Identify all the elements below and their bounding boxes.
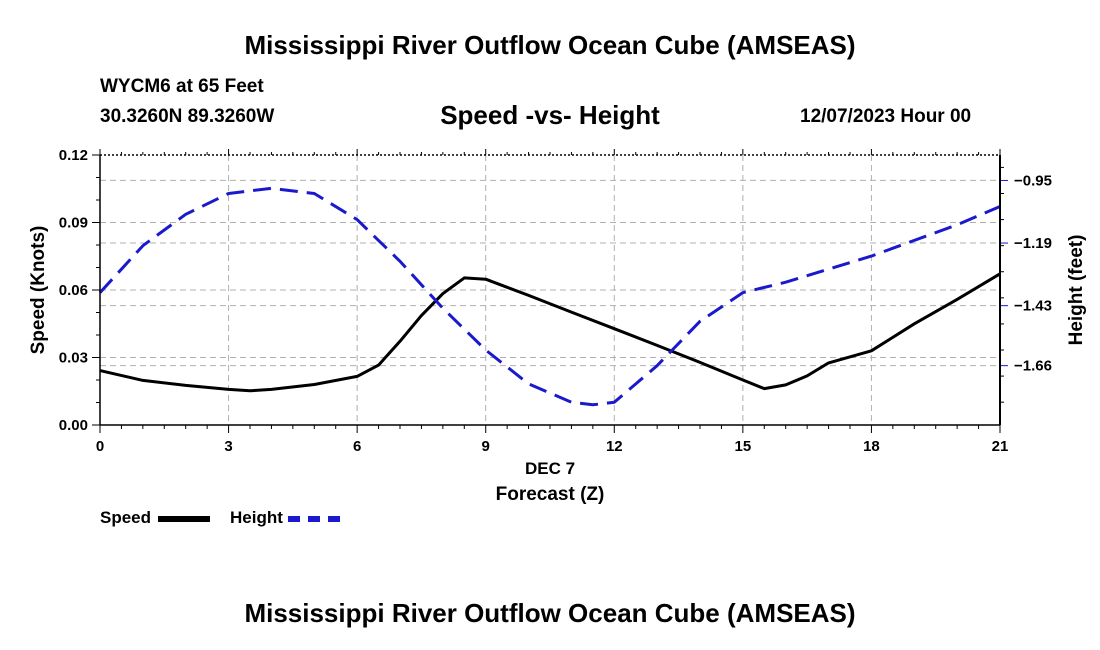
- y-tick-label: 0.09: [59, 215, 88, 232]
- footer-title: Mississippi River Outflow Ocean Cube (AM…: [244, 598, 856, 628]
- x-tick-label: 21: [992, 438, 1009, 455]
- x-tick-label: 3: [224, 438, 232, 455]
- y-tick-label: 0.00: [59, 417, 88, 434]
- legend-height: Height: [230, 508, 340, 528]
- y2-tick-label: −0.95: [1014, 172, 1052, 189]
- y2-tick-label: −1.19: [1014, 235, 1052, 252]
- legend-height-swatch: [287, 515, 340, 522]
- x-tick-label: 12: [606, 438, 623, 455]
- forecast-datetime: 12/07/2023 Hour 00: [800, 106, 972, 127]
- y2-axis-label: Height (feet): [1066, 235, 1087, 346]
- grid-layer: [100, 155, 1000, 425]
- legend-height-label: Height: [230, 508, 283, 527]
- height-series-line: [98, 186, 1001, 407]
- x-tick-label: 0: [96, 438, 104, 455]
- series-layer: [98, 186, 1001, 407]
- legend-speed-swatch: [157, 515, 210, 522]
- y-tick-label: 0.12: [59, 147, 88, 164]
- y-tick-label: 0.03: [59, 350, 88, 367]
- y-tick-label: 0.06: [59, 282, 88, 299]
- y2-tick-label: −1.43: [1014, 298, 1052, 315]
- x-tick-label: 15: [735, 438, 752, 455]
- x-tick-label: 6: [353, 438, 361, 455]
- x-axis-label: DEC 7: [525, 459, 575, 478]
- chart-subtitle: Speed -vs- Height: [440, 100, 660, 130]
- x-tick-label: 9: [482, 438, 490, 455]
- legend-speed-label: Speed: [100, 508, 152, 527]
- coordinates-label: 30.3260N 89.3260W: [100, 106, 275, 127]
- legend-speed: Speed: [100, 508, 210, 528]
- x-tick-label: 18: [863, 438, 880, 455]
- y2-tick-label: −1.66: [1014, 358, 1052, 375]
- axis-layer: 0 3 6 9 12 15 18 21 0.00 0.03 0.06 0.09 0.12 −1.66 −1.…: [59, 147, 1052, 455]
- x-axis-label-forecast: Forecast (Z): [496, 484, 605, 505]
- chart-title: Mississippi River Outflow Ocean Cube (AM…: [244, 30, 856, 60]
- speed-series-line: [99, 272, 1001, 393]
- y-axis-label: Speed (Knots): [28, 226, 49, 355]
- station-label: WYCM6 at 65 Feet: [100, 76, 264, 97]
